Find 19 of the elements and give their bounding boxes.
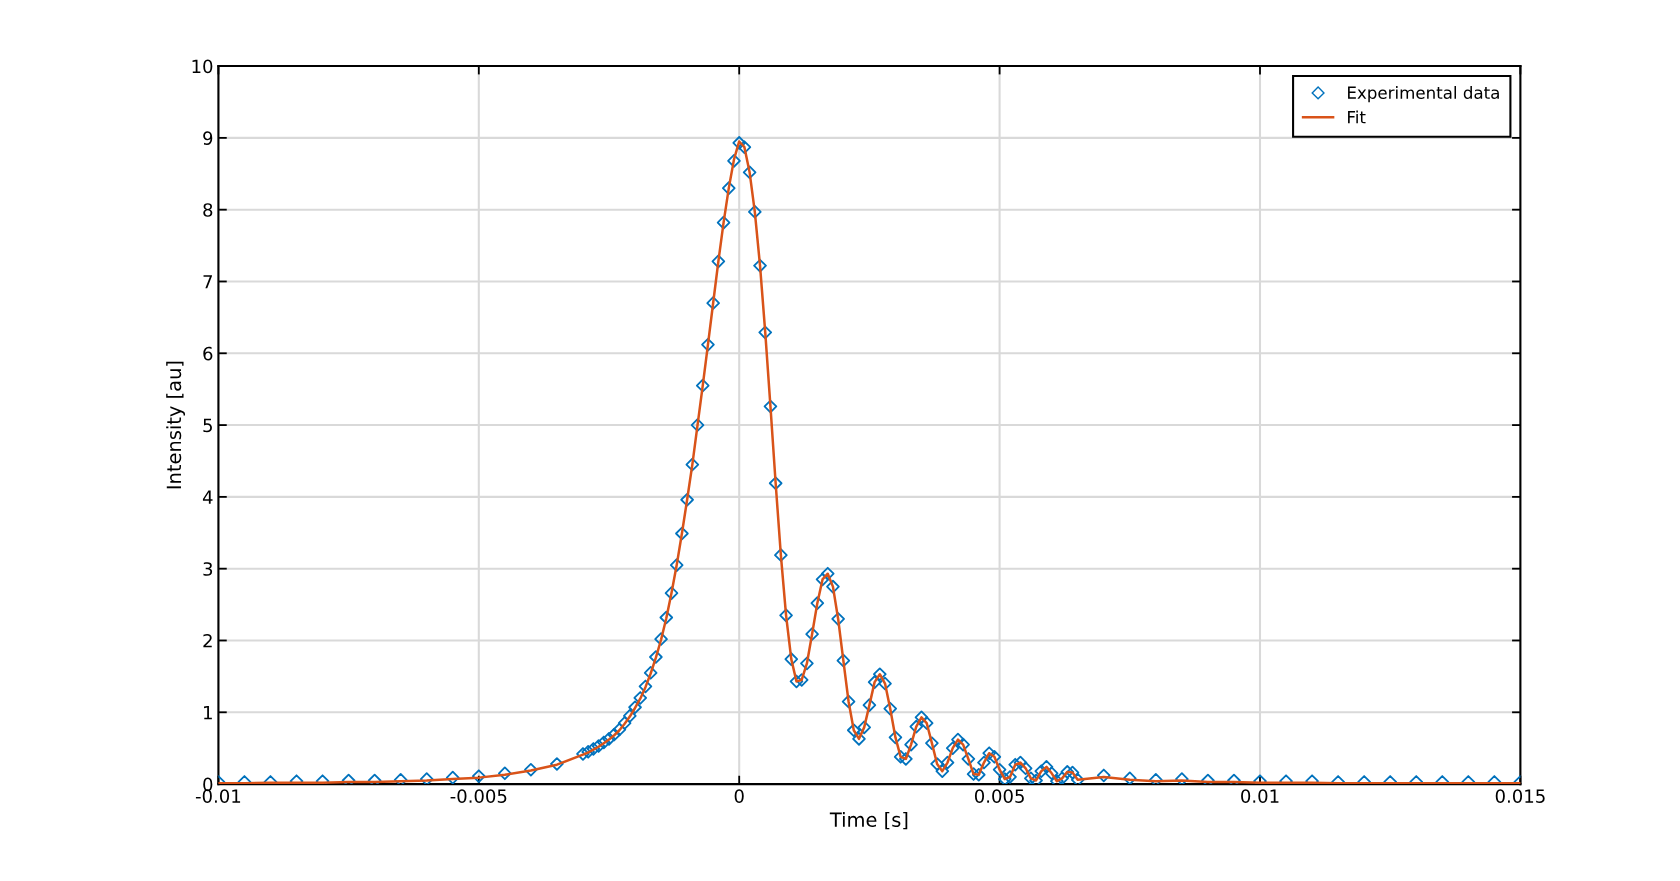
x-tick-label: -0.005 (450, 789, 507, 803)
x-axis-title: Time [s] (829, 811, 908, 830)
x-tick-label: 0.015 (1495, 789, 1545, 803)
y-tick-label: 1 (204, 705, 212, 720)
y-tick-label: 4 (202, 490, 213, 504)
y-tick-label: 9 (203, 131, 213, 145)
y-tick-label: 8 (203, 203, 213, 217)
legend-label: Fit (1348, 110, 1366, 124)
y-tick-label: 5 (203, 418, 212, 433)
legend-label: Experimental data (1348, 86, 1499, 103)
x-tick-label: 0.005 (974, 789, 1024, 803)
y-tick-label: 7 (203, 275, 212, 289)
y-tick-label: 3 (203, 562, 213, 576)
x-tick-label: 0 (734, 789, 744, 803)
y-tick-label: 2 (203, 633, 212, 648)
y-tick-label: 10 (192, 59, 213, 74)
x-tick-label: 0.01 (1241, 789, 1279, 803)
y-tick-label: 6 (203, 346, 213, 361)
y-axis-title: Intensity [au] (166, 361, 186, 489)
